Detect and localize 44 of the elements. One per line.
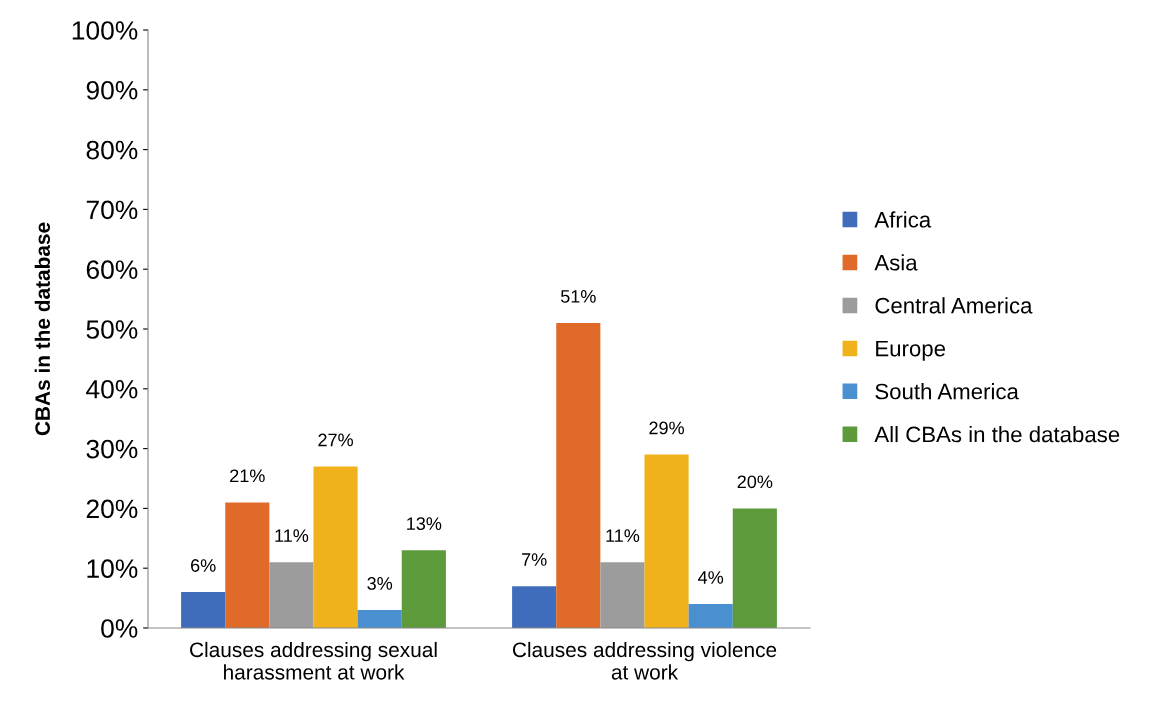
legend-label: Africa xyxy=(874,211,932,228)
data-label: 3% xyxy=(367,577,393,590)
bar xyxy=(600,562,645,628)
bar xyxy=(401,550,446,628)
legend-label: All CBAs in the database xyxy=(874,425,1120,443)
y-tick-label: 20% xyxy=(86,499,138,519)
bar xyxy=(688,604,733,628)
bar xyxy=(556,323,601,628)
y-tick-label: 60% xyxy=(86,260,138,280)
legend-label: Central America xyxy=(875,297,1033,314)
data-label: 21% xyxy=(230,469,265,483)
x-tick-label: Clauses addressing sexual harassment at work xyxy=(190,641,437,680)
legend-label: Europe xyxy=(876,340,946,361)
legend-label: South America xyxy=(875,383,1019,400)
y-tick-label: 70% xyxy=(86,200,138,220)
data-label: 29% xyxy=(649,421,684,435)
data-label: 7% xyxy=(522,553,547,566)
x-tick-label: Clauses addressing violence at work xyxy=(512,641,777,680)
data-label: 13% xyxy=(407,517,442,531)
data-label: 51% xyxy=(560,290,596,303)
bar xyxy=(644,454,689,628)
y-tick-label: 30% xyxy=(86,439,138,459)
data-label: 11% xyxy=(275,529,309,542)
y-tick-label: 80% xyxy=(86,140,138,160)
data-label: 27% xyxy=(318,433,353,447)
y-axis-title: CBAs in the database xyxy=(34,222,50,436)
bar xyxy=(512,586,557,628)
bar xyxy=(269,562,314,628)
y-tick-label: 100% xyxy=(72,21,138,40)
y-tick-label: 0% xyxy=(101,619,138,638)
y-tick-label: 10% xyxy=(87,559,138,579)
legend-label: Asia xyxy=(874,254,918,271)
y-tick-label: 90% xyxy=(86,80,138,100)
bar xyxy=(225,502,270,628)
bar xyxy=(732,508,777,628)
bar xyxy=(313,466,358,628)
data-label: 11% xyxy=(606,529,640,542)
data-label: 6% xyxy=(191,559,216,572)
data-label: 4% xyxy=(698,571,724,584)
data-label: 20% xyxy=(737,475,773,489)
bar xyxy=(181,592,226,628)
y-tick-label: 40% xyxy=(86,379,138,399)
bar xyxy=(357,610,402,628)
y-tick-label: 50% xyxy=(86,320,138,339)
